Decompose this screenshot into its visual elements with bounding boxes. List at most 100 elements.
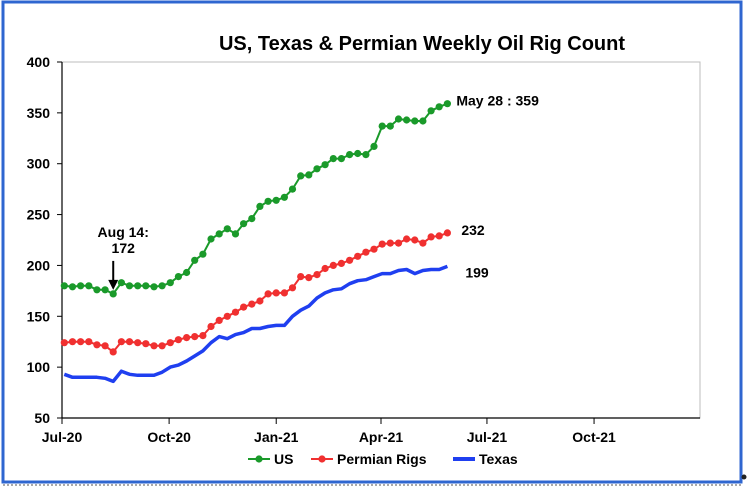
data-point-us — [378, 122, 386, 130]
data-point-us — [174, 273, 182, 281]
data-point-permian-rigs — [223, 312, 231, 320]
data-point-us — [329, 155, 337, 163]
annotation-arrow-head — [108, 279, 119, 290]
x-tick-label: Jan-21 — [254, 429, 299, 445]
data-point-permian-rigs — [394, 239, 403, 247]
data-point-us — [321, 161, 329, 169]
data-point-us — [60, 282, 68, 290]
annotation-aug14-label: Aug 14: — [98, 224, 149, 240]
data-point-permian-rigs — [166, 339, 174, 347]
data-point-permian-rigs — [240, 303, 248, 311]
data-point-us — [93, 286, 101, 294]
data-point-permian-rigs — [199, 332, 207, 340]
data-point-us — [337, 155, 345, 163]
data-point-permian-rigs — [158, 342, 166, 350]
data-point-permian-rigs — [125, 338, 134, 346]
data-point-permian-rigs — [117, 338, 125, 346]
outer-border — [1, 0, 743, 484]
data-point-permian-rigs — [443, 229, 451, 237]
data-point-permian-rigs — [68, 338, 77, 346]
data-point-permian-rigs — [411, 236, 419, 244]
legend-marker-us — [255, 455, 263, 463]
data-point-permian-rigs — [85, 338, 93, 346]
x-tick-label: Jul-20 — [42, 429, 83, 445]
data-point-permian-rigs — [403, 235, 411, 243]
end-label-3: 199 — [465, 264, 489, 280]
x-tick-label: Apr-21 — [359, 429, 404, 445]
data-point-us — [288, 185, 297, 193]
legend-label-us: US — [274, 451, 293, 467]
data-point-us — [297, 172, 305, 180]
data-point-us — [150, 283, 158, 291]
end-label-1: May 28 : 359 — [456, 93, 539, 109]
data-point-us — [305, 171, 313, 179]
data-point-permian-rigs — [256, 297, 264, 305]
y-tick-label: 200 — [27, 257, 51, 273]
data-point-us — [183, 268, 191, 277]
data-point-permian-rigs — [248, 300, 256, 308]
data-point-permian-rigs — [264, 290, 272, 298]
data-point-permian-rigs — [288, 284, 297, 292]
data-point-us — [443, 100, 451, 108]
corner-dot — [741, 474, 747, 480]
data-point-us — [313, 165, 321, 173]
y-tick-label: 250 — [27, 207, 51, 223]
data-point-permian-rigs — [142, 340, 150, 348]
data-point-us — [125, 282, 134, 290]
chart-title: US, Texas & Permian Weekly Oil Rig Count — [219, 33, 625, 55]
y-tick-label: 100 — [27, 359, 51, 375]
data-point-us — [411, 117, 419, 125]
data-point-us — [386, 122, 394, 130]
x-tick-label: Jul-21 — [467, 429, 508, 445]
data-point-us — [109, 290, 117, 298]
data-point-us — [85, 282, 93, 290]
data-point-permian-rigs — [60, 339, 68, 347]
data-point-permian-rigs — [183, 334, 191, 342]
data-point-us — [370, 142, 378, 150]
data-point-permian-rigs — [109, 348, 117, 356]
legend-marker-permian-rigs — [318, 455, 326, 463]
data-point-us — [435, 103, 443, 111]
data-point-permian-rigs — [207, 322, 215, 331]
data-point-permian-rigs — [215, 316, 223, 324]
data-point-permian-rigs — [370, 245, 378, 253]
data-point-permian-rigs — [134, 339, 142, 347]
data-point-us — [231, 230, 240, 238]
y-tick-label: 300 — [27, 156, 51, 172]
y-tick-label: 400 — [27, 54, 51, 70]
data-point-permian-rigs — [386, 239, 394, 247]
data-point-us — [215, 230, 223, 238]
data-point-permian-rigs — [297, 273, 305, 281]
data-point-us — [191, 256, 199, 264]
data-point-us — [280, 193, 288, 201]
data-point-permian-rigs — [191, 333, 199, 341]
data-point-us — [223, 225, 231, 233]
end-label-2: 232 — [461, 222, 485, 238]
data-point-permian-rigs — [321, 264, 329, 273]
data-point-us — [272, 196, 280, 204]
data-point-us — [256, 202, 264, 210]
data-point-us — [354, 149, 362, 158]
data-point-permian-rigs — [231, 308, 240, 316]
data-point-us — [199, 250, 207, 258]
data-point-permian-rigs — [150, 342, 158, 350]
data-point-permian-rigs — [419, 239, 427, 247]
data-point-permian-rigs — [313, 271, 321, 279]
data-point-us — [346, 151, 354, 159]
data-point-permian-rigs — [362, 248, 370, 256]
data-point-permian-rigs — [378, 240, 386, 248]
data-point-permian-rigs — [305, 274, 313, 282]
data-point-permian-rigs — [354, 252, 362, 260]
x-tick-label: Oct-21 — [572, 429, 616, 445]
data-point-permian-rigs — [101, 342, 109, 350]
data-point-us — [101, 286, 109, 294]
data-point-permian-rigs — [329, 261, 337, 269]
data-point-us — [142, 282, 150, 290]
data-point-permian-rigs — [427, 233, 435, 241]
data-point-us — [362, 151, 370, 159]
legend-label-permian-rigs: Permian Rigs — [337, 451, 427, 467]
x-tick-label: Oct-20 — [147, 429, 191, 445]
y-tick-label: 350 — [27, 105, 51, 121]
